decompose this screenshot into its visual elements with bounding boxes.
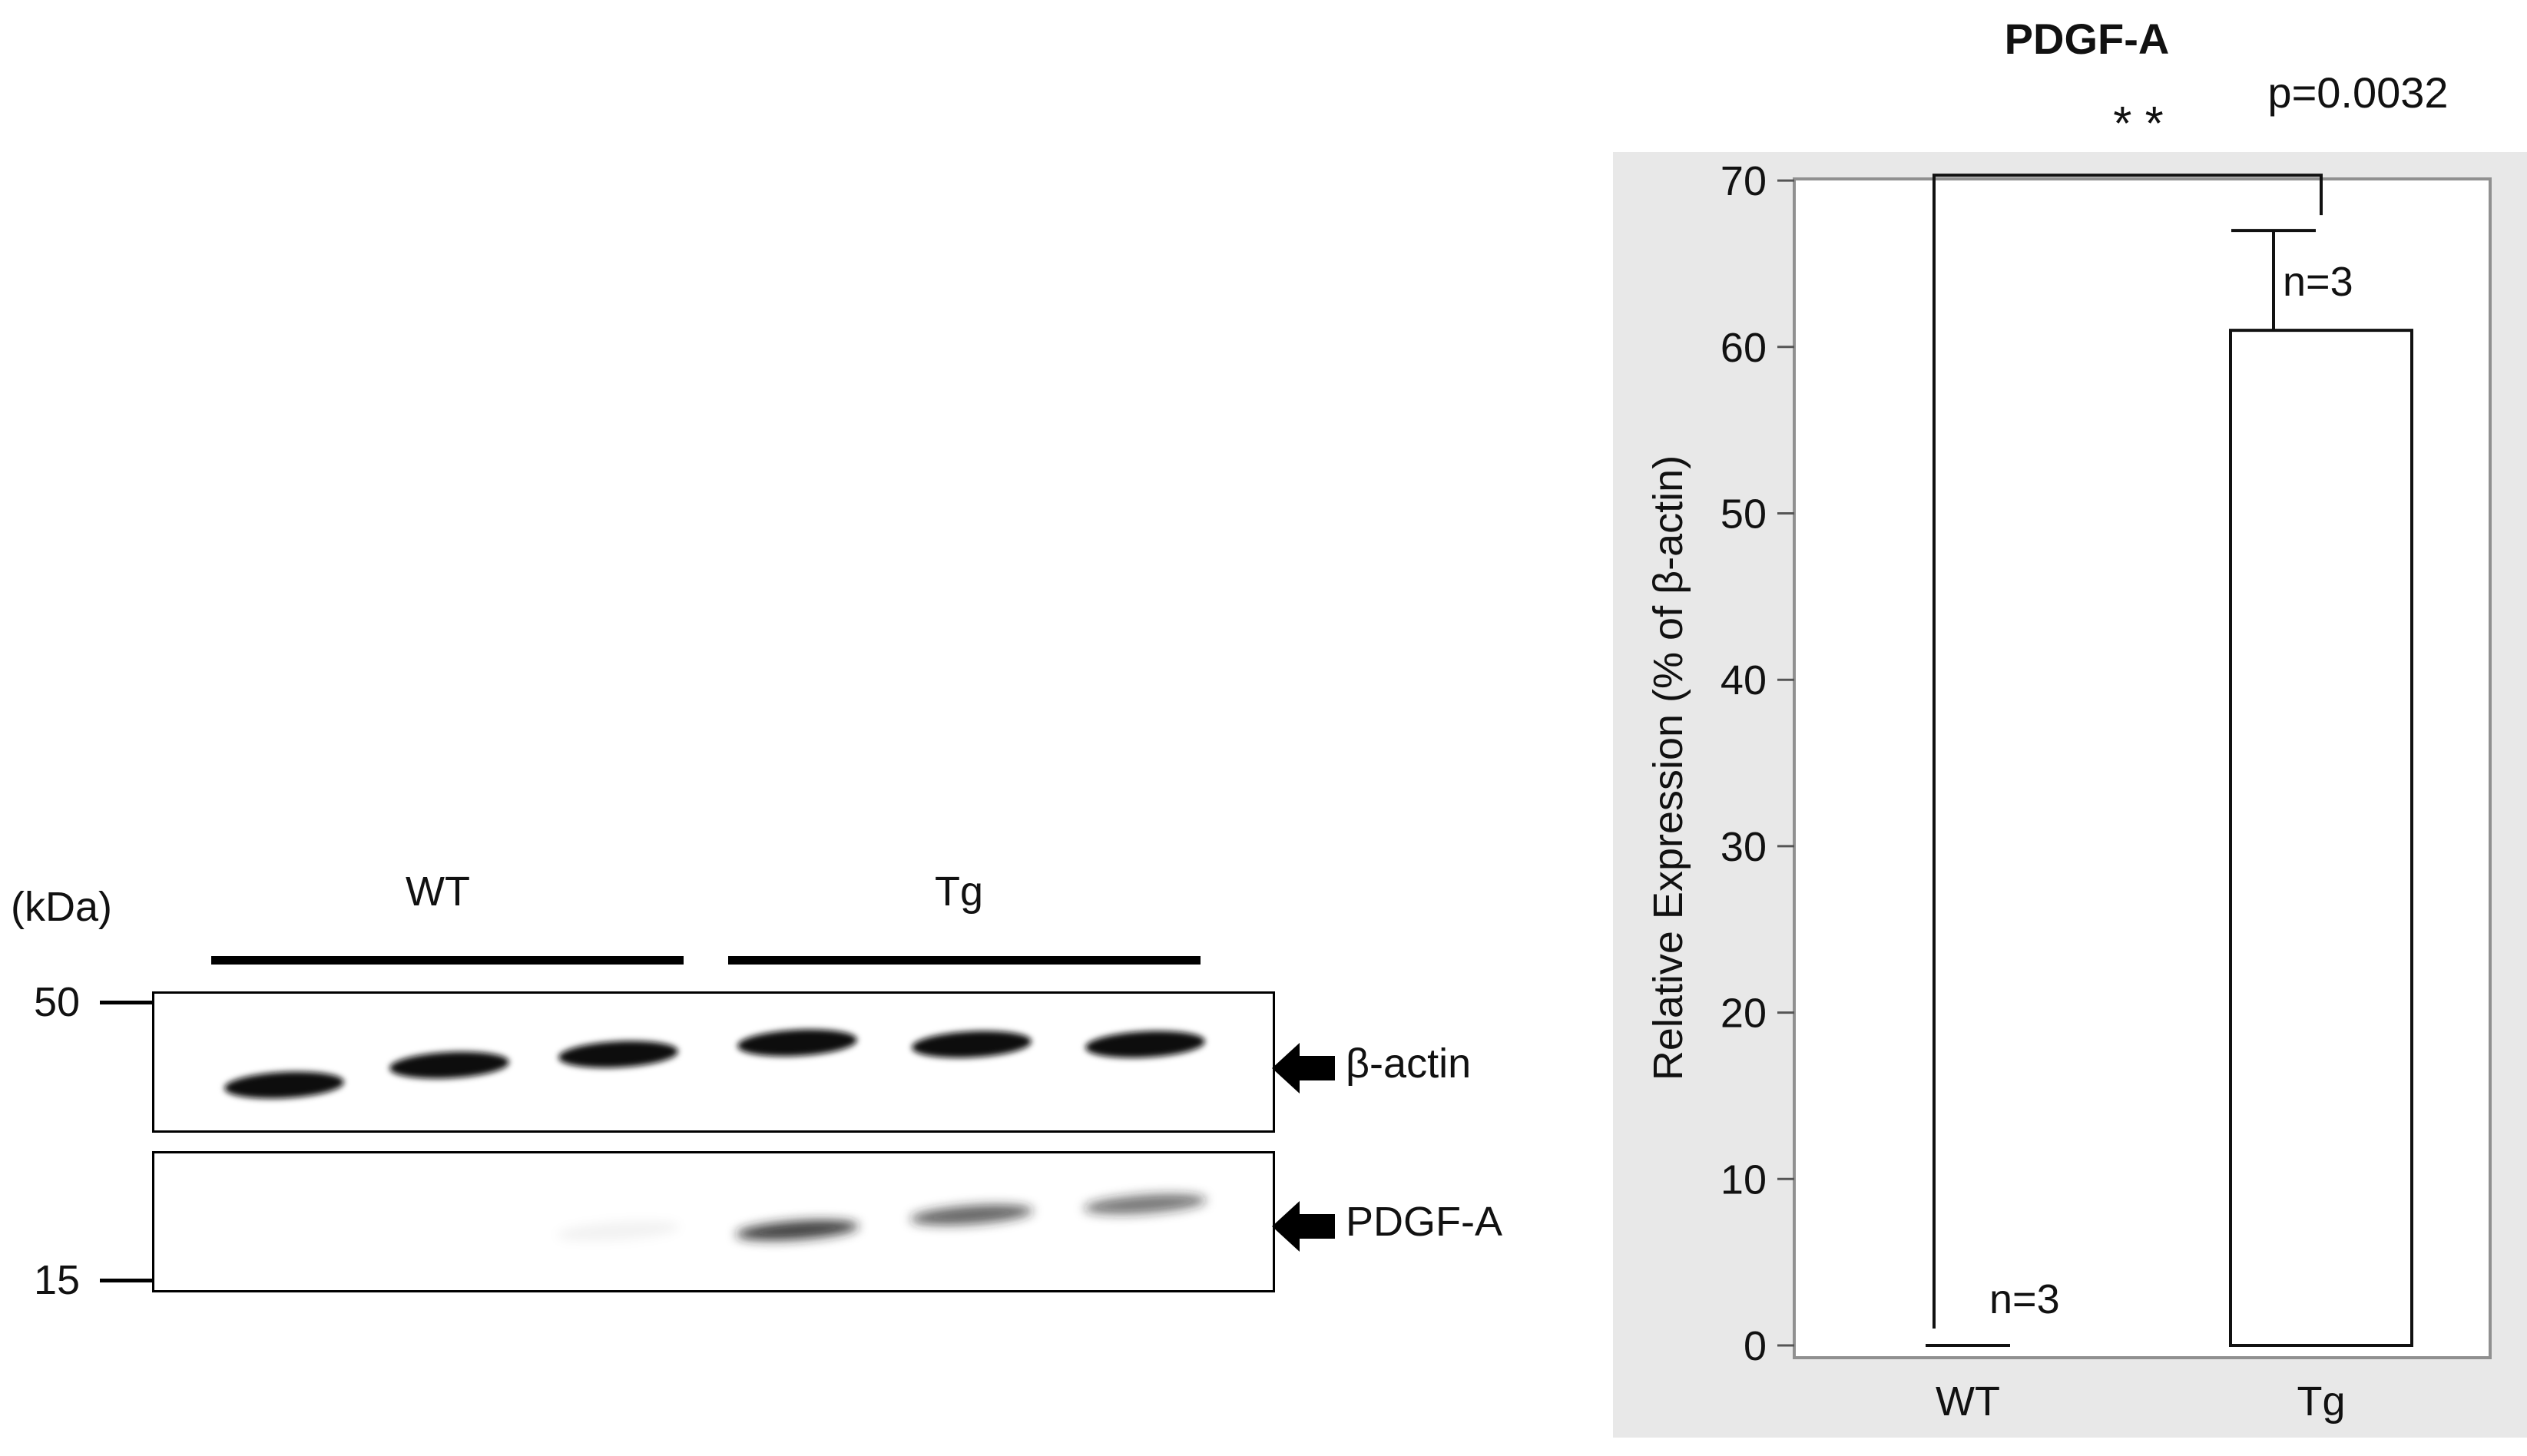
n-label: n=3 [2283,259,2353,305]
actin-band [558,1041,678,1068]
pdgfa-band [222,1217,346,1244]
marker-50-tick [100,1001,154,1004]
marker-15-tick [100,1279,154,1282]
pdgfa-band [1084,1193,1207,1215]
chart-title: PDGF-A [2005,15,2170,63]
actin-band-label: β-actin [1346,1041,1472,1087]
y-axis: 0 10 20 30 40 50 60 70 [1721,158,1794,1369]
actin-band [737,1029,857,1057]
pdgfa-blot-strip [152,1151,1275,1292]
actin-arrow-icon [1272,1043,1335,1094]
actin-band [1085,1031,1205,1058]
pdgfa-band-label: PDGF-A [1346,1199,1503,1245]
pdgfa-bands [222,1193,1207,1244]
y-tick-label: 70 [1721,158,1767,204]
tg-group-label: Tg [935,869,984,915]
wt-group-line [211,956,684,965]
pdgfa-arrow-icon [1272,1201,1335,1252]
actin-blot-strip [152,991,1275,1133]
y-tick-label: 0 [1744,1323,1767,1369]
x-tick-label: Tg [2297,1378,2345,1425]
actin-band [912,1031,1032,1058]
y-axis-label: Relative Expression (% of β-actin) [1645,455,1691,1080]
plot-area [1793,177,2492,1359]
significance-bracket [1933,174,2323,1329]
actin-band [224,1071,344,1099]
pdgfa-band [910,1204,1033,1226]
y-tick-label: 30 [1721,824,1767,870]
pdgfa-band [736,1219,859,1241]
chart-panel-background [1613,152,2527,1438]
bar [2229,329,2413,1347]
x-tick-label: WT [1936,1378,2000,1425]
marker-50-label: 50 [34,979,81,1025]
y-tick-label: 20 [1721,991,1767,1037]
actin-band [389,1051,509,1079]
n-label: n=3 [1989,1276,2060,1322]
kda-label: (kDa) [11,884,112,930]
marker-15-label: 15 [34,1257,81,1303]
pdgfa-band [387,1217,511,1244]
x-axis-labels: WT Tg [1936,1378,2345,1425]
p-value-label: p=0.0032 [2267,68,2448,117]
y-tick-label: 50 [1721,491,1767,538]
y-tick-label: 10 [1721,1157,1767,1203]
y-tick-label: 60 [1721,325,1767,371]
bars: n=3 n=3 [1926,229,2413,1347]
tg-group-line [728,956,1201,965]
significance-stars: * * [2113,98,2163,151]
actin-bands [224,1029,1205,1099]
y-tick-label: 40 [1721,657,1767,703]
pdgfa-band [557,1220,680,1242]
wt-group-label: WT [406,869,470,915]
